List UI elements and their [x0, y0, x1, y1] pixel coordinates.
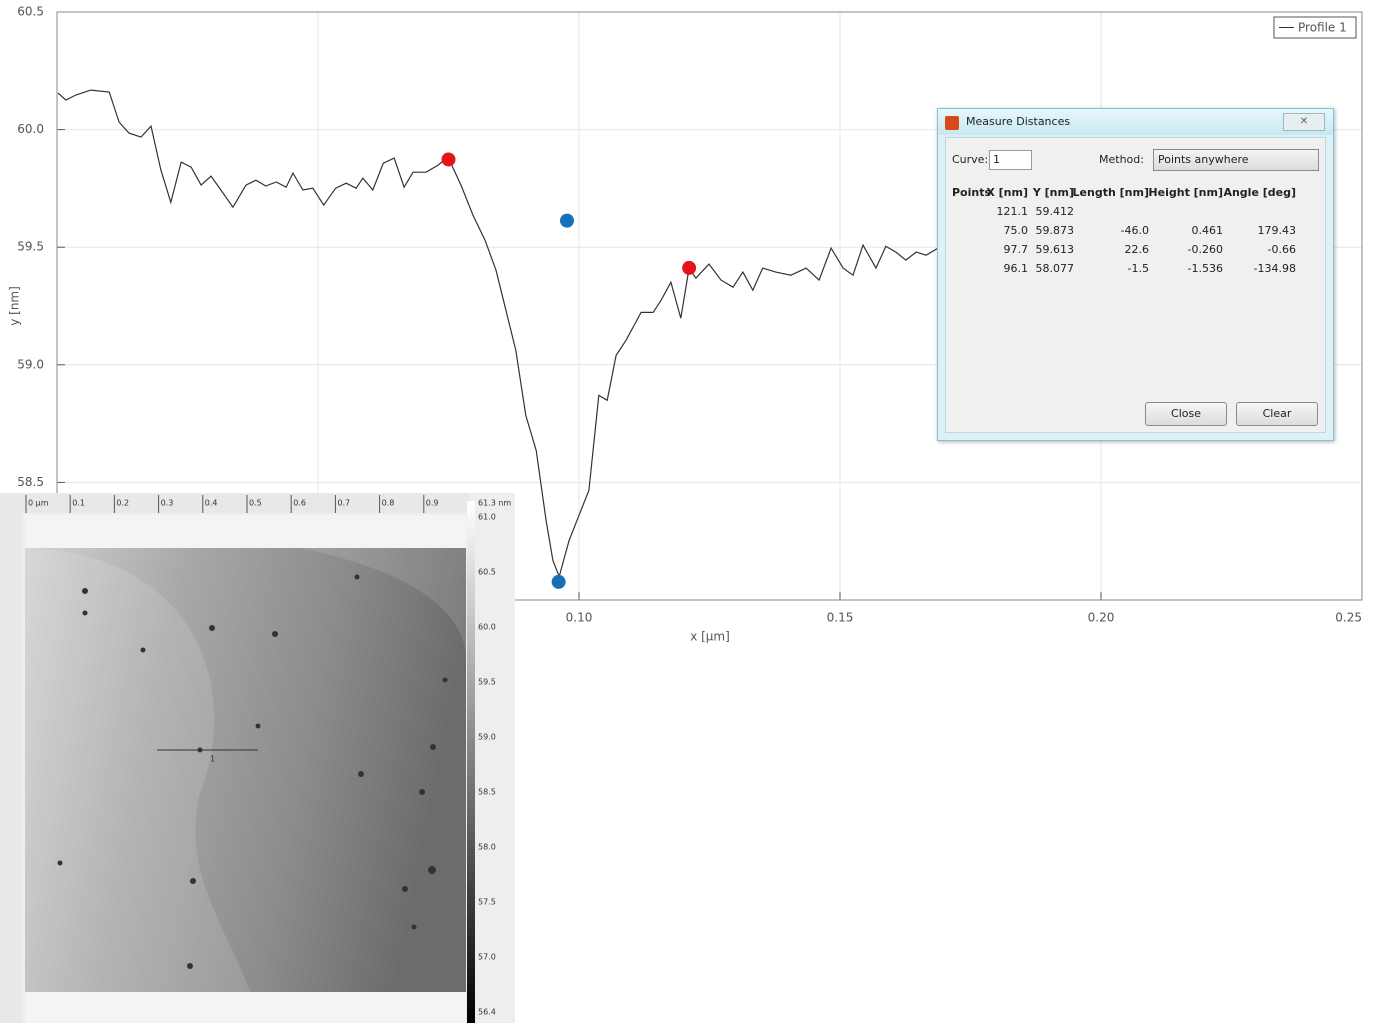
scale-label: 59.5	[478, 678, 496, 687]
x-tick-label: 0.10	[566, 611, 593, 625]
scale-label: 58.0	[478, 843, 496, 852]
measure-point	[559, 213, 574, 228]
curve-spinbox[interactable]: 1	[989, 150, 1032, 170]
column-header: X [nm]	[986, 186, 1028, 199]
curve-label: Curve:	[952, 153, 989, 166]
top-ruler	[0, 493, 470, 513]
table-cell: -46.0	[1120, 224, 1149, 237]
table-cell: -1.536	[1187, 262, 1223, 275]
title-bar: Measure Distances ✕	[938, 109, 1333, 135]
ruler-label: 0.2	[116, 499, 129, 508]
y-axis-label: y [nm]	[8, 286, 22, 326]
ruler-label: 0.9	[426, 499, 439, 508]
table-cell: 59.613	[1035, 243, 1075, 256]
column-header: Points	[952, 186, 992, 199]
table-cell: -0.260	[1187, 243, 1223, 256]
measure-point	[682, 260, 697, 275]
ruler-label: 0.5	[249, 499, 262, 508]
table-cell: 96.1	[1003, 262, 1029, 275]
y-tick-label: 58.5	[17, 475, 44, 489]
legend-label: Profile 1	[1298, 21, 1347, 35]
column-header: Length [nm]	[1072, 186, 1149, 199]
ruler-label: 0.8	[382, 499, 395, 508]
defects	[57, 574, 448, 969]
legend-box	[1273, 16, 1357, 39]
ruler-label: 0.3	[161, 499, 174, 508]
table-cell: 58.077	[1035, 262, 1075, 275]
scale-label: 60.0	[478, 623, 496, 632]
app-icon	[945, 116, 959, 130]
column-header: Height [nm]	[1148, 186, 1223, 199]
x-tick-label: 0.15	[827, 611, 854, 625]
method-label: Method:	[1099, 153, 1144, 166]
table-cell: -134.98	[1253, 262, 1296, 275]
x-axis-label: x [µm]	[690, 630, 730, 644]
table-cell: 59.412	[1035, 205, 1075, 218]
x-tick-label: 0.20	[1088, 611, 1115, 625]
close-button[interactable]: Close	[1145, 402, 1227, 426]
table-cell: -0.66	[1267, 243, 1296, 256]
ruler-label: 0.7	[337, 499, 350, 508]
scale-label: 61.0	[478, 513, 496, 522]
method-combo[interactable]: Points anywhere	[1153, 149, 1319, 171]
y-tick-label: 59.5	[17, 240, 44, 254]
color-bar	[467, 501, 475, 1023]
scale-label: 57.5	[478, 898, 496, 907]
dialog-title: Measure Distances	[966, 115, 1071, 128]
table-cell: 121.1	[996, 205, 1029, 218]
scale-label: 57.0	[478, 953, 496, 962]
table-cell: 97.7	[1003, 243, 1029, 256]
scale-label: 61.3 nm	[478, 499, 511, 508]
image-panel: 1 0 µm 0.1 0.2 0.3 0.4 0.5 0.6 0.7 0.8 0.9 61.3 nm…	[0, 493, 515, 1023]
ruler-label: 0.6	[293, 499, 306, 508]
plot-frame	[56, 11, 1363, 601]
measure-point	[441, 152, 456, 167]
measure-distances-dialog: Measure Distances ✕ Curve: 1 Method: Poi…	[937, 108, 1334, 441]
ruler-label: 0 µm	[28, 499, 49, 508]
table-cell: 75.0	[1003, 224, 1029, 237]
scale-label: 56.4	[478, 1008, 496, 1017]
ruler-label: 0.4	[205, 499, 218, 508]
dialog-body: Curve: 1 Method: Points anywhere Points X…	[945, 137, 1326, 433]
column-header: Angle [deg]	[1223, 186, 1296, 199]
afm-image	[25, 548, 466, 992]
scale-label: 59.0	[478, 733, 496, 742]
x-tick-label: 0.25	[1335, 611, 1362, 625]
table-cell: 59.873	[1035, 224, 1075, 237]
profile-label: 1	[210, 755, 215, 764]
column-header: Y [nm]	[1032, 186, 1074, 199]
left-ruler	[0, 513, 22, 1023]
profile-line	[57, 89, 939, 579]
scale-label: 60.5	[478, 568, 496, 577]
measure-point	[551, 574, 566, 589]
table-cell: -1.5	[1127, 262, 1149, 275]
close-x-button[interactable]: ✕	[1283, 113, 1325, 131]
y-tick-label: 60.5	[17, 5, 44, 19]
clear-button[interactable]: Clear	[1236, 402, 1318, 426]
ruler-label: 0.1	[72, 499, 85, 508]
table-cell: 179.43	[1257, 224, 1297, 237]
table-cell: 0.461	[1191, 224, 1224, 237]
y-tick-label: 59.0	[17, 357, 44, 371]
table-cell: 22.6	[1124, 243, 1150, 256]
scale-label: 58.5	[478, 788, 496, 797]
image-view: 1 0 µm 0.1 0.2 0.3 0.4 0.5 0.6 0.7 0.8 0.9 61.3 nm…	[0, 493, 511, 1023]
y-tick-label: 60.0	[17, 122, 44, 136]
